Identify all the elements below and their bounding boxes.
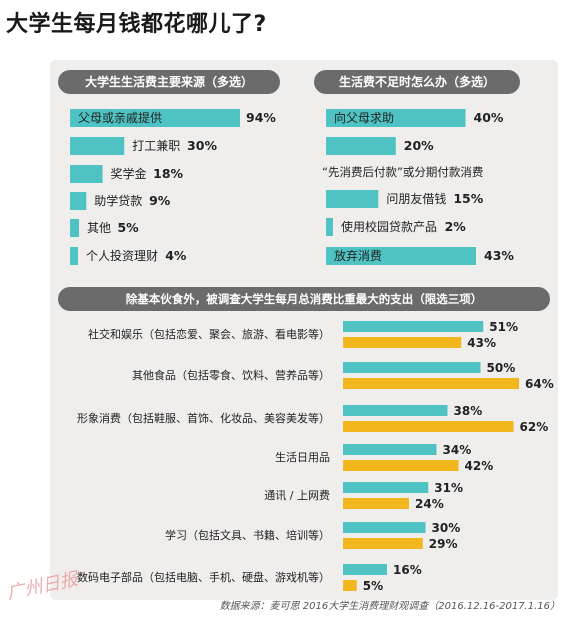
value-label-income-3: 9%	[149, 193, 171, 208]
category-label-6: 数码电子部品（包括电脑、手机、硬盘、游戏机等）	[77, 570, 330, 584]
pill-income-sources: 大学生生活费主要来源（多选）	[58, 70, 280, 94]
value-label-shortfall-4: 2%	[445, 219, 467, 234]
bar-income-1	[70, 137, 125, 155]
bar-label-income-0: 父母或亲戚提供	[78, 110, 162, 125]
value-label-shortfall-1: 20%	[404, 138, 434, 153]
value-label-income-1: 30%	[187, 138, 217, 153]
bar-shortfall-0	[326, 109, 466, 127]
value-label-income-0: 94%	[246, 110, 276, 125]
bar-spending-s0-3	[343, 444, 437, 455]
bar-spending-s1-5	[343, 538, 423, 549]
bar-spending-s0-5	[343, 522, 426, 533]
bar-spending-s0-0	[343, 321, 484, 332]
category-label-5: 学习（包括文具、书籍、培训等）	[165, 528, 330, 542]
value-label-spending-s1-4: 24%	[415, 497, 444, 511]
pill-shortfall: 生活费不足时怎么办（多选）	[314, 70, 520, 94]
value-label-spending-s1-2: 62%	[520, 420, 549, 434]
bar-label-income-2: 奖学金	[111, 166, 147, 181]
bar-shortfall-3	[326, 190, 379, 208]
page-title: 大学生每月钱都花哪儿了?	[6, 12, 267, 37]
category-label-2: 形象消费（包括鞋服、首饰、化妆品、美容美发等）	[77, 411, 330, 425]
bar-spending-s1-6	[343, 580, 357, 591]
bar-spending-s1-2	[343, 421, 514, 432]
bar-spending-s1-1	[343, 378, 519, 389]
bar-label-shortfall-3: 问朋友借钱	[386, 191, 446, 206]
bar-spending-s1-0	[343, 337, 462, 348]
value-label-spending-s0-3: 34%	[443, 443, 472, 457]
value-label-spending-s0-4: 31%	[434, 481, 463, 495]
bar-shortfall-1	[326, 137, 396, 155]
value-label-income-4: 5%	[117, 220, 139, 235]
category-label-1: 其他食品（包括零食、饮料、营养品等）	[132, 368, 330, 382]
category-label-3: 生活日用品	[275, 450, 330, 464]
bar-income-4	[70, 219, 80, 237]
bar-label-income-1: 打工兼职	[132, 139, 180, 153]
bar-label-shortfall-5: 放弃消费	[334, 248, 382, 263]
category-label-4: 通讯 / 上网费	[264, 489, 330, 502]
value-label-spending-s1-5: 29%	[429, 537, 458, 551]
category-label-0: 社交和娱乐（包括恋爱、聚会、旅游、看电影等）	[88, 327, 330, 341]
bar-label-income-3: 助学贷款	[94, 193, 142, 208]
bar-spending-s1-3	[343, 460, 459, 471]
value-label-shortfall-5: 43%	[484, 248, 514, 263]
bar-label-shortfall-0: 向父母求助	[334, 110, 394, 125]
value-label-income-2: 18%	[153, 166, 183, 181]
value-label-spending-s1-3: 42%	[465, 459, 494, 473]
value-label-shortfall-0: 40%	[474, 110, 504, 125]
pill-spending: 除基本伙食外，被调查大学生每月总消费比重最大的支出（限选三项）	[58, 287, 550, 311]
value-label-spending-s0-0: 51%	[489, 320, 518, 334]
bar-label-income-4: 其他	[87, 221, 111, 235]
source-note: 数据来源：麦可思 2016大学生消费理财观调查（2016.12.16-2017.…	[219, 601, 560, 612]
bar-income-2	[70, 165, 103, 183]
bar-label-shortfall-4: 使用校园贷款产品	[341, 219, 437, 234]
bar-label-shortfall-2: “先消费后付款”或分期付款消费	[322, 165, 483, 179]
bar-spending-s0-6	[343, 564, 387, 575]
bar-shortfall-5	[326, 247, 476, 265]
value-label-income-5: 4%	[165, 248, 187, 263]
value-label-spending-s0-1: 50%	[487, 361, 516, 375]
bar-income-3	[70, 192, 87, 210]
bar-shortfall-4	[326, 218, 333, 236]
value-label-spending-s0-6: 16%	[393, 563, 422, 577]
value-label-spending-s0-5: 30%	[432, 521, 461, 535]
value-label-shortfall-3: 15%	[453, 191, 483, 206]
bar-income-5	[70, 247, 78, 265]
bar-spending-s1-4	[343, 498, 409, 509]
bar-spending-s0-1	[343, 362, 481, 373]
bar-label-income-5: 个人投资理财	[86, 248, 158, 263]
bar-income-0	[70, 109, 240, 127]
bar-spending-s0-2	[343, 405, 448, 416]
value-label-spending-s1-1: 64%	[525, 377, 554, 391]
bar-spending-s0-4	[343, 482, 429, 493]
value-label-spending-s0-2: 38%	[454, 404, 483, 418]
value-label-spending-s1-6: 5%	[363, 579, 383, 593]
value-label-spending-s1-0: 43%	[467, 336, 496, 350]
